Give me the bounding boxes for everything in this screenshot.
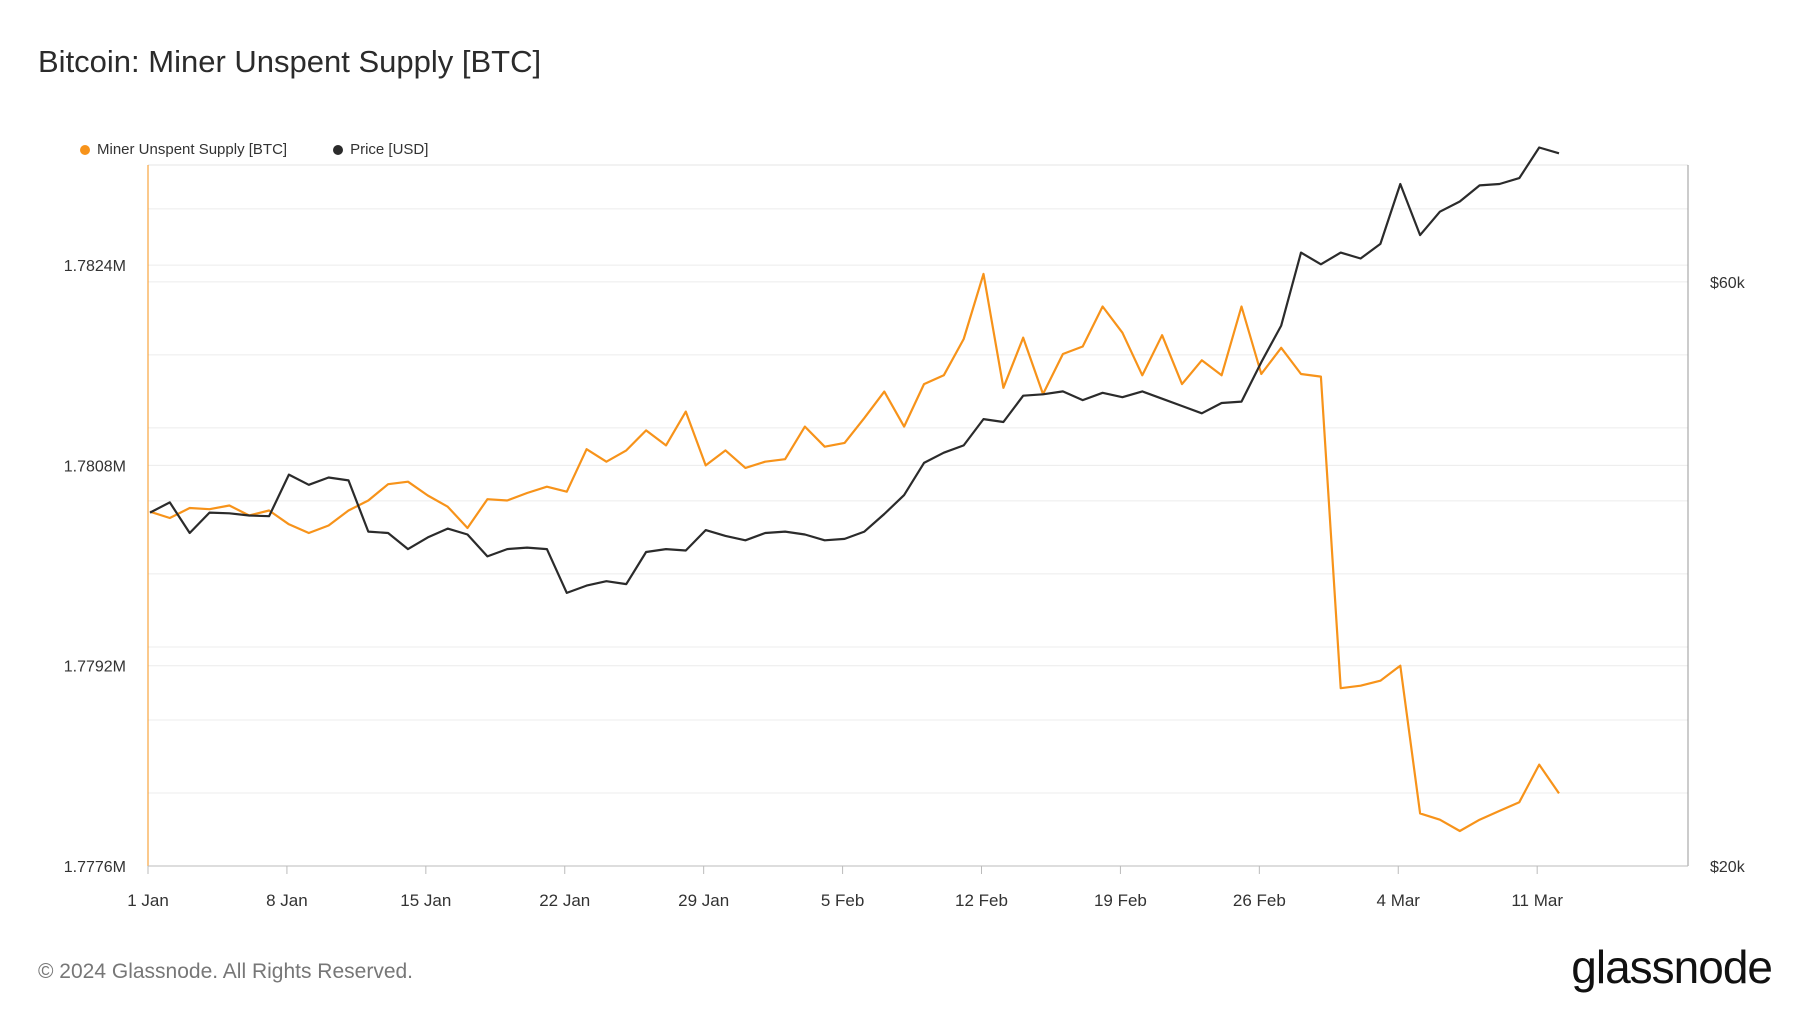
glassnode-logo: glassnode <box>1571 941 1773 993</box>
y-right-tick-label: $20k <box>1710 859 1746 876</box>
x-tick-label: 11 Mar <box>1511 891 1563 910</box>
legend-dot-price <box>333 144 344 155</box>
copyright-footer: © 2024 Glassnode. All Rights Reserved. <box>38 960 414 983</box>
x-tick-label: 1 Jan <box>127 891 169 910</box>
x-tick-label: 22 Jan <box>539 891 590 910</box>
y-left-tick-label: 1.7808M <box>64 458 126 475</box>
series-line-price <box>149 146 1560 595</box>
y-left-tick-label: 1.7776M <box>64 859 126 876</box>
y-right-tick-label: $60k <box>1710 275 1746 292</box>
x-tick-label: 5 Feb <box>821 891 864 910</box>
x-tick-label: 12 Feb <box>955 891 1008 910</box>
x-tick-label: 19 Feb <box>1094 891 1147 910</box>
legend-label-supply: Miner Unspent Supply [BTC] <box>97 141 288 158</box>
y-left-tick-label: 1.7792M <box>64 659 126 676</box>
chart-title: Bitcoin: Miner Unspent Supply [BTC] <box>38 44 542 79</box>
x-tick-label: 26 Feb <box>1233 891 1286 910</box>
legend-item-price[interactable]: Price [USD] <box>333 141 428 158</box>
y-left-tick-label: 1.7824M <box>64 258 126 275</box>
x-tick-label: 4 Mar <box>1377 891 1421 910</box>
legend: Miner Unspent Supply [BTC] Price [USD] <box>80 141 474 158</box>
x-tick-label: 29 Jan <box>678 891 729 910</box>
x-tick-label: 8 Jan <box>266 891 308 910</box>
x-tick-label: 15 Jan <box>400 891 451 910</box>
series-line-supply <box>149 272 1560 833</box>
legend-label-price: Price [USD] <box>350 141 429 158</box>
legend-dot-supply <box>80 144 90 155</box>
legend-item-supply[interactable]: Miner Unspent Supply [BTC] <box>80 141 287 158</box>
